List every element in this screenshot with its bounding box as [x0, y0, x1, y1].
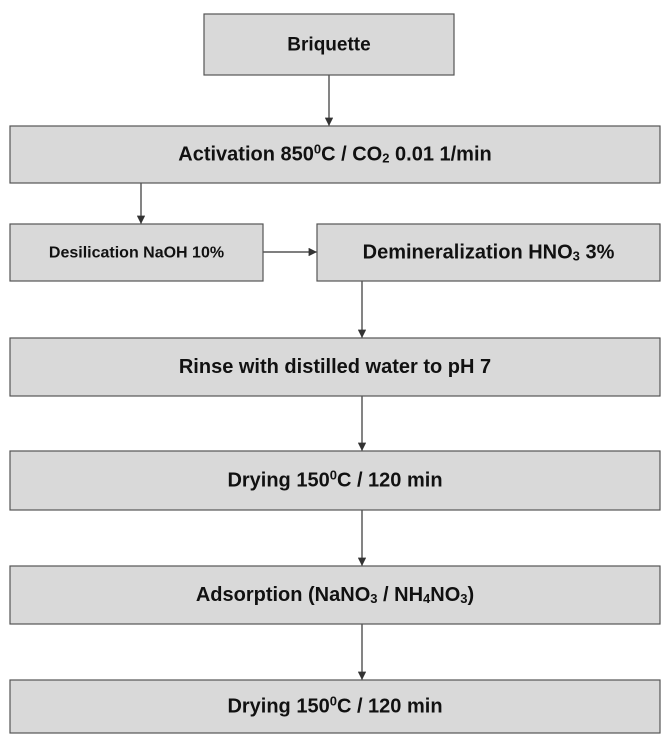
process-box: [9, 125, 661, 184]
process-label: Drying 1500C / 120 min: [227, 693, 442, 718]
label-part: 0: [330, 467, 337, 482]
label-part: 0: [314, 141, 321, 156]
label-part: 3: [460, 591, 467, 606]
label-part: C / 120 min: [337, 696, 443, 718]
label-part: Drying 150: [227, 470, 329, 492]
process-label: Drying 1500C / 120 min: [227, 467, 442, 492]
label-part: Demineralization HNO: [363, 242, 573, 264]
label-part: C / 120 min: [337, 470, 443, 492]
process-label: Briquette: [287, 35, 370, 56]
process-box: [203, 13, 455, 76]
process-box: [9, 337, 661, 397]
label-part: Adsorption (NaNO: [196, 584, 370, 606]
label-part: Briquette: [287, 35, 370, 56]
process-label: Demineralization HNO3 3%: [363, 242, 615, 264]
label-part: 3%: [580, 242, 615, 264]
process-box: [9, 223, 264, 282]
process-label: Desilication NaOH 10%: [49, 245, 224, 262]
label-part: 0.01 1/min: [389, 144, 491, 166]
label-part: ): [468, 584, 475, 606]
process-box: [9, 679, 661, 734]
label-part: C / CO: [321, 144, 382, 166]
process-box: [9, 565, 661, 625]
label-part: Desilication NaOH 10%: [49, 245, 224, 262]
label-part: 3: [573, 249, 580, 264]
label-part: Activation 850: [178, 144, 314, 166]
process-box: [316, 223, 661, 282]
label-part: Drying 150: [227, 696, 329, 718]
label-part: 2: [382, 151, 389, 166]
process-label: Adsorption (NaNO3 / NH4NO3): [196, 584, 474, 606]
label-part: Rinse with distilled water to pH 7: [179, 356, 491, 378]
label-part: NO: [430, 584, 460, 606]
label-part: 0: [330, 693, 337, 708]
process-label: Activation 8500C / CO2 0.01 1/min: [178, 141, 491, 166]
label-part: 3: [370, 591, 377, 606]
label-part: 4: [423, 591, 431, 606]
label-part: / NH: [377, 584, 423, 606]
process-label: Rinse with distilled water to pH 7: [179, 356, 491, 378]
process-box: [9, 450, 661, 511]
